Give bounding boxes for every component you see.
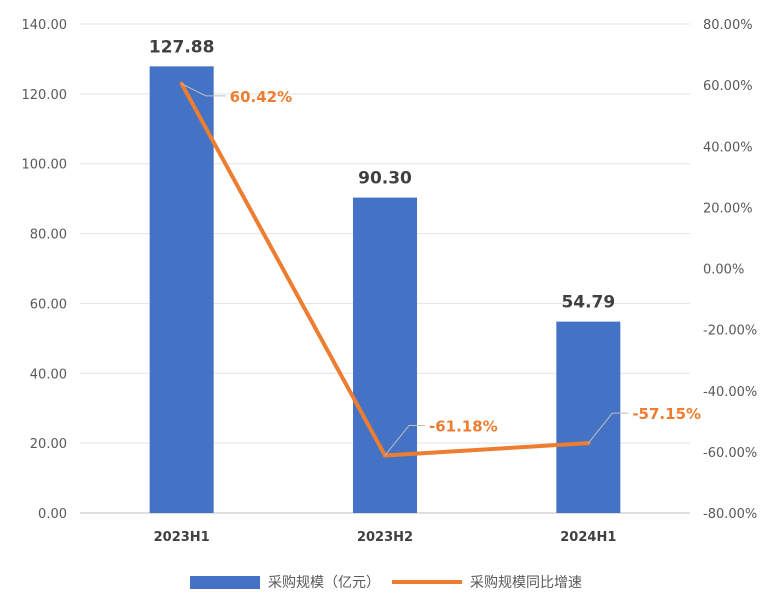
legend-label-line: 采购规模同比增速	[470, 575, 582, 591]
right-tick-label: 20.00%	[703, 201, 753, 216]
left-tick-label: 100.00	[22, 158, 68, 173]
category-label: 2024H1	[560, 530, 616, 545]
left-tick-label: 60.00	[30, 297, 67, 312]
right-tick-label: -60.00%	[703, 446, 757, 461]
legend-label-bar: 采购规模（亿元）	[268, 575, 380, 591]
category-label: 2023H2	[357, 530, 413, 545]
bar-value-label: 90.30	[358, 169, 412, 189]
left-tick-label: 80.00	[30, 228, 67, 243]
line-value-label: 60.42%	[230, 88, 292, 106]
right-tick-label: -40.00%	[703, 385, 757, 400]
right-tick-label: 0.00%	[703, 263, 744, 278]
left-tick-label: 40.00	[30, 367, 67, 382]
category-labels: 2023H1 2023H2 2024H1	[154, 530, 617, 545]
leader-line	[181, 83, 226, 97]
right-tick-label: 80.00%	[703, 18, 753, 33]
right-tick-label: -20.00%	[703, 324, 757, 339]
line-data-labels: 60.42% -61.18% -57.15%	[181, 83, 701, 456]
bar	[556, 321, 621, 513]
left-tick-label: 120.00	[22, 88, 68, 103]
bar-series	[149, 66, 621, 513]
left-axis-ticks: 0.00 20.00 40.00 60.00 80.00 100.00 120.00 140.…	[22, 18, 68, 522]
left-tick-label: 0.00	[38, 507, 67, 522]
bar	[149, 66, 214, 513]
legend-swatch-bar	[190, 576, 260, 589]
bar-data-labels: 127.88 90.30 54.79	[149, 37, 615, 312]
leader-line	[384, 424, 425, 456]
legend: 采购规模（亿元） 采购规模同比增速	[190, 575, 582, 591]
bar-value-label: 127.88	[149, 37, 215, 57]
leader-line	[587, 412, 629, 444]
line-value-label: -61.18%	[429, 417, 498, 435]
right-tick-label: -80.00%	[703, 507, 757, 522]
left-tick-label: 20.00	[30, 437, 67, 452]
right-axis-ticks: -80.00% -60.00% -40.00% -20.00% 0.00% 20.00% 4…	[703, 18, 757, 522]
bar	[353, 197, 417, 513]
bar-value-label: 54.79	[561, 293, 615, 313]
right-tick-label: 60.00%	[703, 79, 753, 94]
line-value-label: -57.15%	[632, 405, 701, 423]
right-tick-label: 40.00%	[703, 140, 753, 155]
left-tick-label: 140.00	[22, 18, 68, 33]
category-label: 2023H1	[154, 530, 210, 545]
